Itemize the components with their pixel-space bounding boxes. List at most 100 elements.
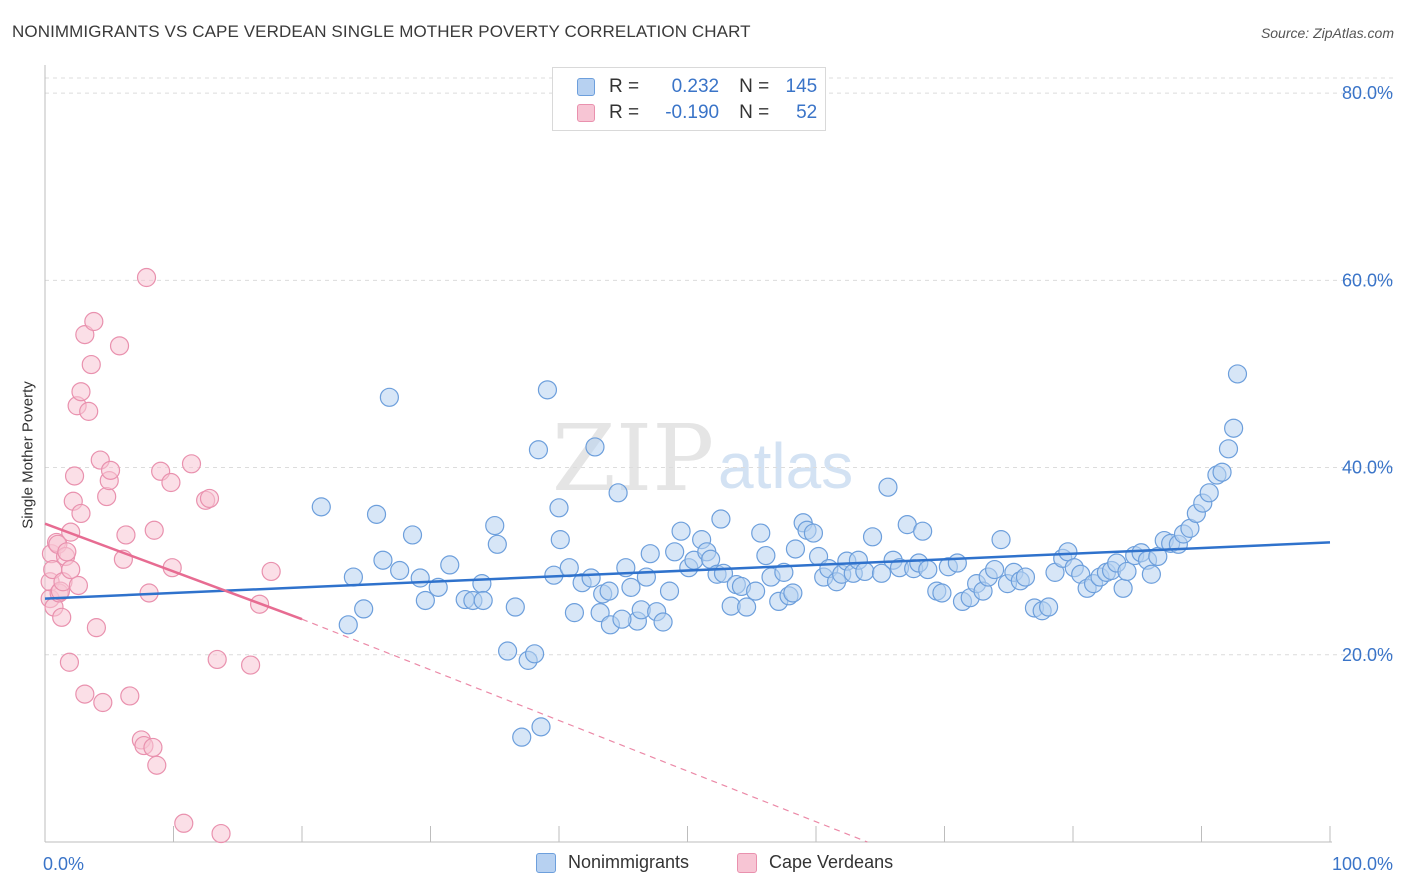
data-point xyxy=(211,823,231,844)
data-point xyxy=(737,597,757,617)
data-point xyxy=(241,655,261,675)
data-point xyxy=(84,311,104,332)
pink-swatch-icon xyxy=(737,852,757,873)
pink-swatch-icon xyxy=(577,104,595,122)
legend-item-cape-verdeans[interactable]: Cape Verdeans xyxy=(737,852,893,873)
data-point xyxy=(75,684,95,704)
legend-item-nonimmigrants[interactable]: Nonimmigrants xyxy=(536,852,689,873)
trend-line-cape-verdeans xyxy=(44,522,303,621)
source-label: Source: ZipAtlas.com xyxy=(1260,25,1394,41)
data-point xyxy=(1058,542,1078,562)
correlation-legend: R = 0.232 N = 145 R = -0.190 N = 52 xyxy=(552,67,826,131)
r-value: 0.232 xyxy=(671,76,720,97)
y-tick-label: 20.0% xyxy=(1342,645,1393,665)
data-point xyxy=(373,550,393,570)
legend-label: Cape Verdeans xyxy=(769,852,894,872)
x-tick-label: 100.0% xyxy=(1332,854,1393,874)
data-point xyxy=(343,567,363,587)
data-point xyxy=(81,354,101,375)
data-point xyxy=(261,561,281,582)
watermark: ZIP atlas xyxy=(552,405,853,512)
data-point xyxy=(116,525,136,545)
watermark-zip: ZIP xyxy=(552,405,714,512)
data-point xyxy=(585,437,605,457)
data-point xyxy=(640,544,660,564)
data-point xyxy=(1117,561,1137,582)
data-point xyxy=(599,581,619,601)
data-point xyxy=(161,472,181,493)
y-tick-label: 60.0% xyxy=(1342,270,1393,290)
y-tick-label: 40.0% xyxy=(1342,458,1393,478)
r-value: -0.190 xyxy=(665,102,720,123)
legend-row-cape-verdeans: R = -0.190 N = 52 xyxy=(577,101,817,125)
data-point xyxy=(531,717,551,737)
data-point xyxy=(855,561,875,582)
data-point xyxy=(440,555,460,575)
data-point xyxy=(59,652,80,672)
trend-line-cape-verdeans-extension xyxy=(301,618,868,843)
data-point xyxy=(991,530,1011,550)
data-point xyxy=(410,568,430,588)
data-point xyxy=(671,521,691,541)
n-label: N = xyxy=(739,102,770,123)
data-point xyxy=(485,515,505,536)
r-label: R = xyxy=(609,102,640,123)
data-point xyxy=(79,401,99,421)
data-point xyxy=(64,466,85,486)
data-point xyxy=(100,460,121,480)
data-point xyxy=(947,553,967,573)
chart-title: NONIMMIGRANTS VS CAPE VERDEAN SINGLE MOT… xyxy=(12,22,751,41)
legend-label: Nonimmigrants xyxy=(568,852,690,872)
data-point xyxy=(75,325,95,345)
data-point xyxy=(311,497,331,517)
data-point xyxy=(415,590,435,611)
data-point xyxy=(590,603,610,623)
data-point xyxy=(581,568,601,588)
trend-lines xyxy=(44,522,1331,843)
data-point xyxy=(659,581,680,601)
data-point xyxy=(1038,597,1059,617)
data-point xyxy=(783,583,803,603)
data-point xyxy=(52,607,72,627)
data-point xyxy=(338,615,358,635)
data-point xyxy=(109,336,130,356)
data-point xyxy=(918,559,938,580)
n-value: 145 xyxy=(785,76,818,97)
data-point xyxy=(472,574,492,594)
data-point xyxy=(564,603,585,623)
data-point xyxy=(612,609,632,629)
data-point xyxy=(174,813,194,833)
data-point xyxy=(199,488,220,509)
data-point xyxy=(147,755,167,775)
data-point xyxy=(785,539,806,559)
data-point xyxy=(71,382,91,402)
data-point xyxy=(402,525,423,545)
data-point xyxy=(711,509,731,529)
data-point xyxy=(143,737,163,758)
data-point xyxy=(1218,439,1239,459)
n-label: N = xyxy=(739,76,770,97)
data-point xyxy=(428,577,448,597)
data-point xyxy=(61,559,81,580)
y-tick-label: 80.0% xyxy=(1342,83,1393,103)
data-point xyxy=(120,686,140,706)
data-point xyxy=(537,380,558,400)
data-point xyxy=(653,612,673,632)
trend-line-nonimmigrants xyxy=(44,541,1331,600)
axes xyxy=(44,65,1332,843)
data-point xyxy=(68,575,89,596)
data-point xyxy=(473,590,493,611)
data-point xyxy=(487,534,507,554)
data-point xyxy=(1199,483,1219,503)
data-point xyxy=(932,583,952,603)
data-point xyxy=(871,563,892,583)
r-label: R = xyxy=(609,76,640,97)
data-point xyxy=(512,727,532,747)
data-point xyxy=(621,577,641,597)
series-legend: Nonimmigrants Cape Verdeans xyxy=(0,852,1406,878)
data-point xyxy=(549,498,569,518)
data-point xyxy=(207,649,227,670)
data-point xyxy=(57,542,77,562)
data-point xyxy=(1224,418,1244,438)
